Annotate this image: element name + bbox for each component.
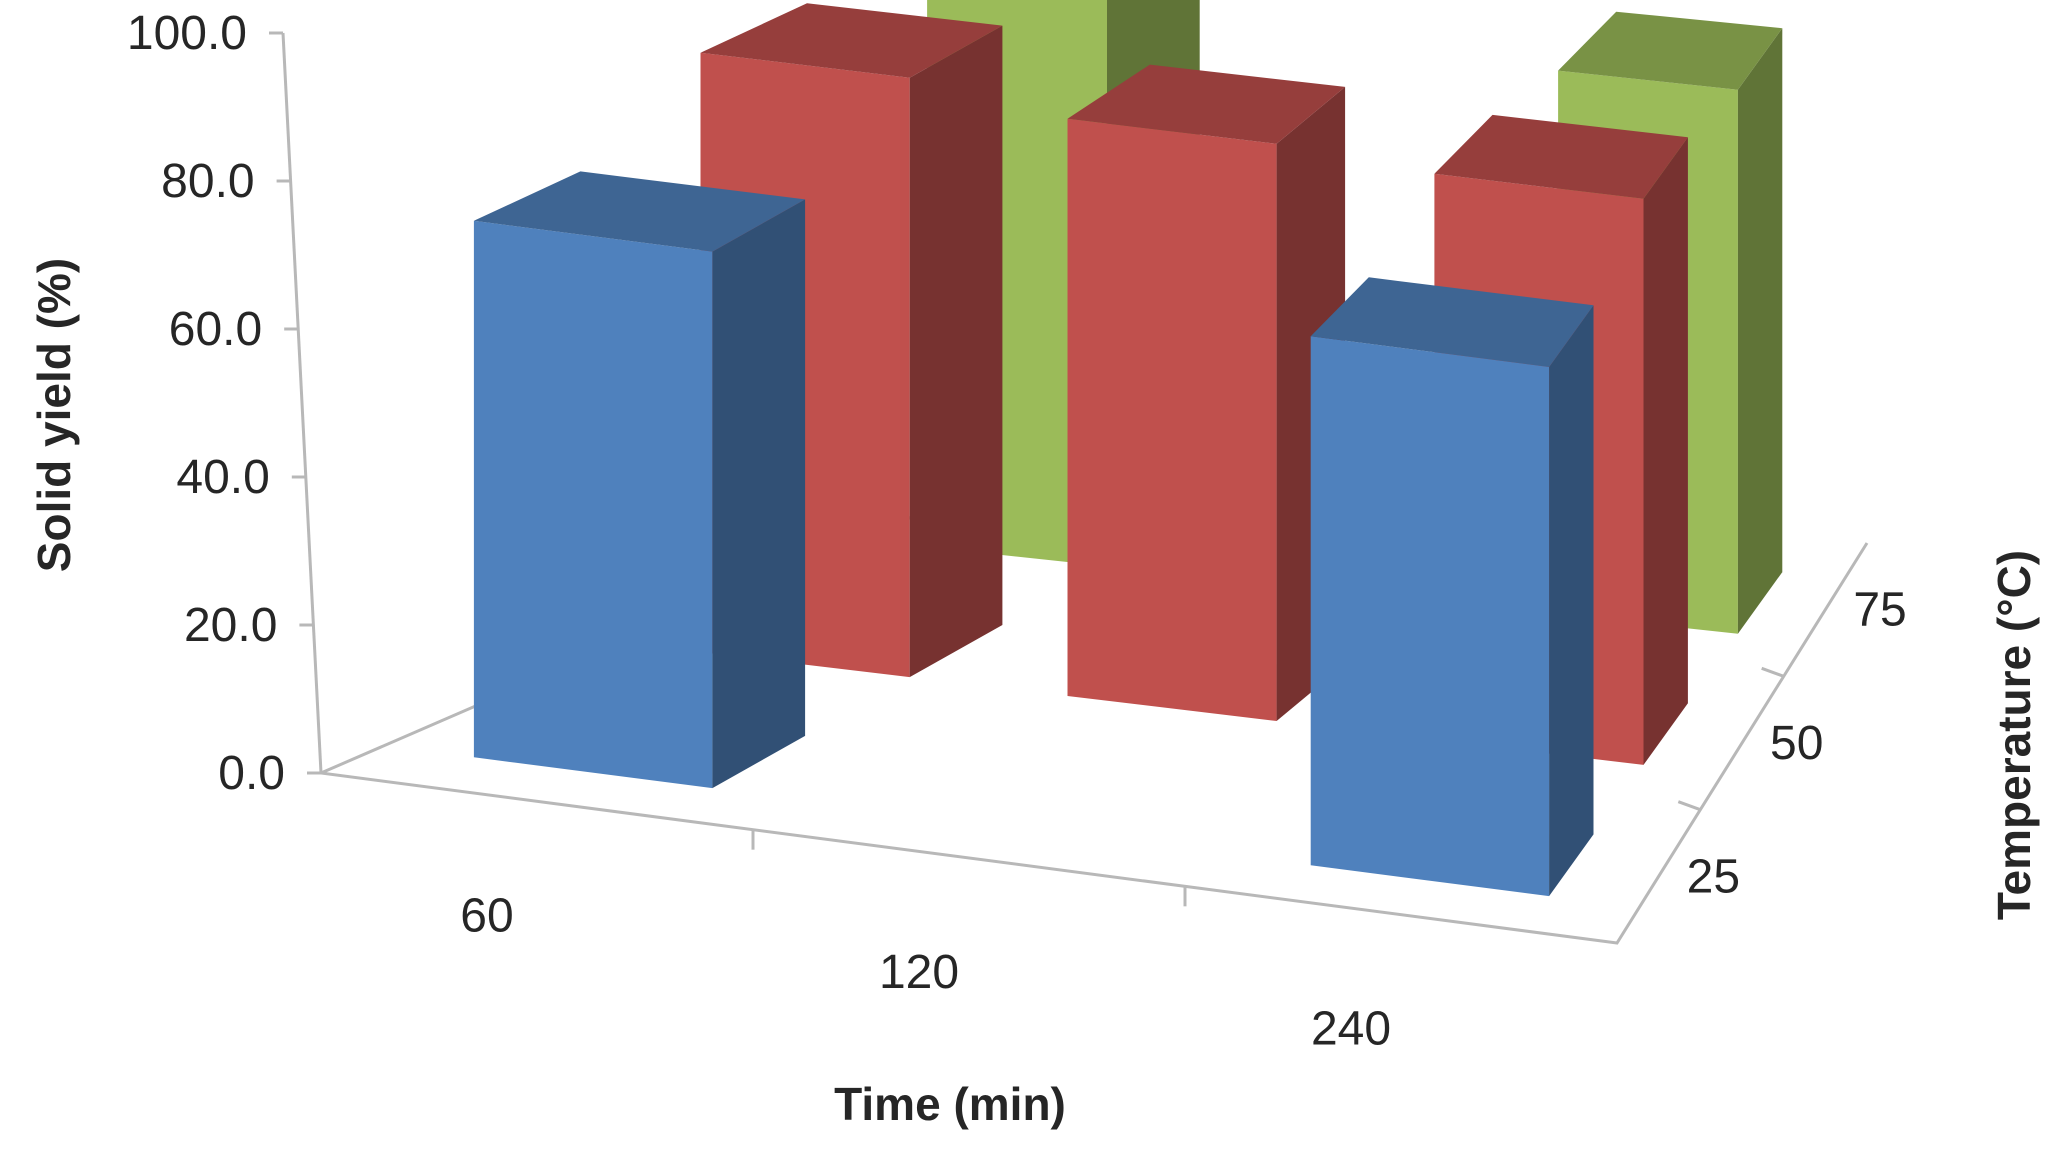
bar-side-face	[909, 25, 1003, 678]
bar-120-50	[1067, 64, 1346, 722]
z-tick-mark	[1761, 666, 1785, 678]
z-tick-label: 75	[1853, 584, 1906, 637]
x-tick-label: 60	[460, 889, 513, 942]
y-axis-title: Solid yield (%)	[28, 258, 80, 572]
bar-side-face	[1737, 28, 1783, 634]
z-tick-label: 25	[1687, 850, 1740, 903]
bar-side-face	[1643, 137, 1688, 765]
z-tick-label: 50	[1770, 717, 1823, 770]
bar-top-face	[1434, 114, 1688, 199]
bars-layer	[473, 0, 1783, 897]
bar-240-25	[1310, 277, 1594, 897]
y-tick-label: 60.0	[169, 303, 262, 356]
x-axis-title: Time (min)	[834, 1078, 1066, 1130]
bar-top-face	[1558, 11, 1783, 90]
y-tick-label: 0.0	[218, 747, 285, 800]
bar-top-face	[1310, 277, 1594, 367]
bar-60-25	[473, 171, 806, 789]
bar-top-face	[700, 3, 1003, 78]
bar-top-face	[473, 171, 806, 252]
bar-top-face	[1067, 64, 1346, 144]
x-tick-label: 240	[1311, 1003, 1391, 1056]
bar-front-face	[1067, 118, 1277, 722]
bar-side-face	[712, 199, 806, 789]
bar-front-face	[1310, 336, 1550, 897]
bar-side-face	[1549, 305, 1594, 897]
labels-layer: 0.0 20.0 40.0 60.0 80.0 100.0 60 120 240 25 50 75 Ti…	[28, 7, 2040, 1130]
y-tick-label: 100.0	[127, 7, 247, 60]
bar-front-face	[473, 220, 713, 789]
z-axis-title: Temperature (°C)	[1988, 550, 2040, 920]
z-tick-mark	[1677, 800, 1701, 812]
y-axis-line	[281, 32, 323, 774]
y-tick-label: 80.0	[161, 155, 254, 208]
y-tick-label: 40.0	[176, 451, 269, 504]
y-tick-label: 20.0	[184, 599, 277, 652]
x-tick-label: 120	[879, 946, 959, 999]
